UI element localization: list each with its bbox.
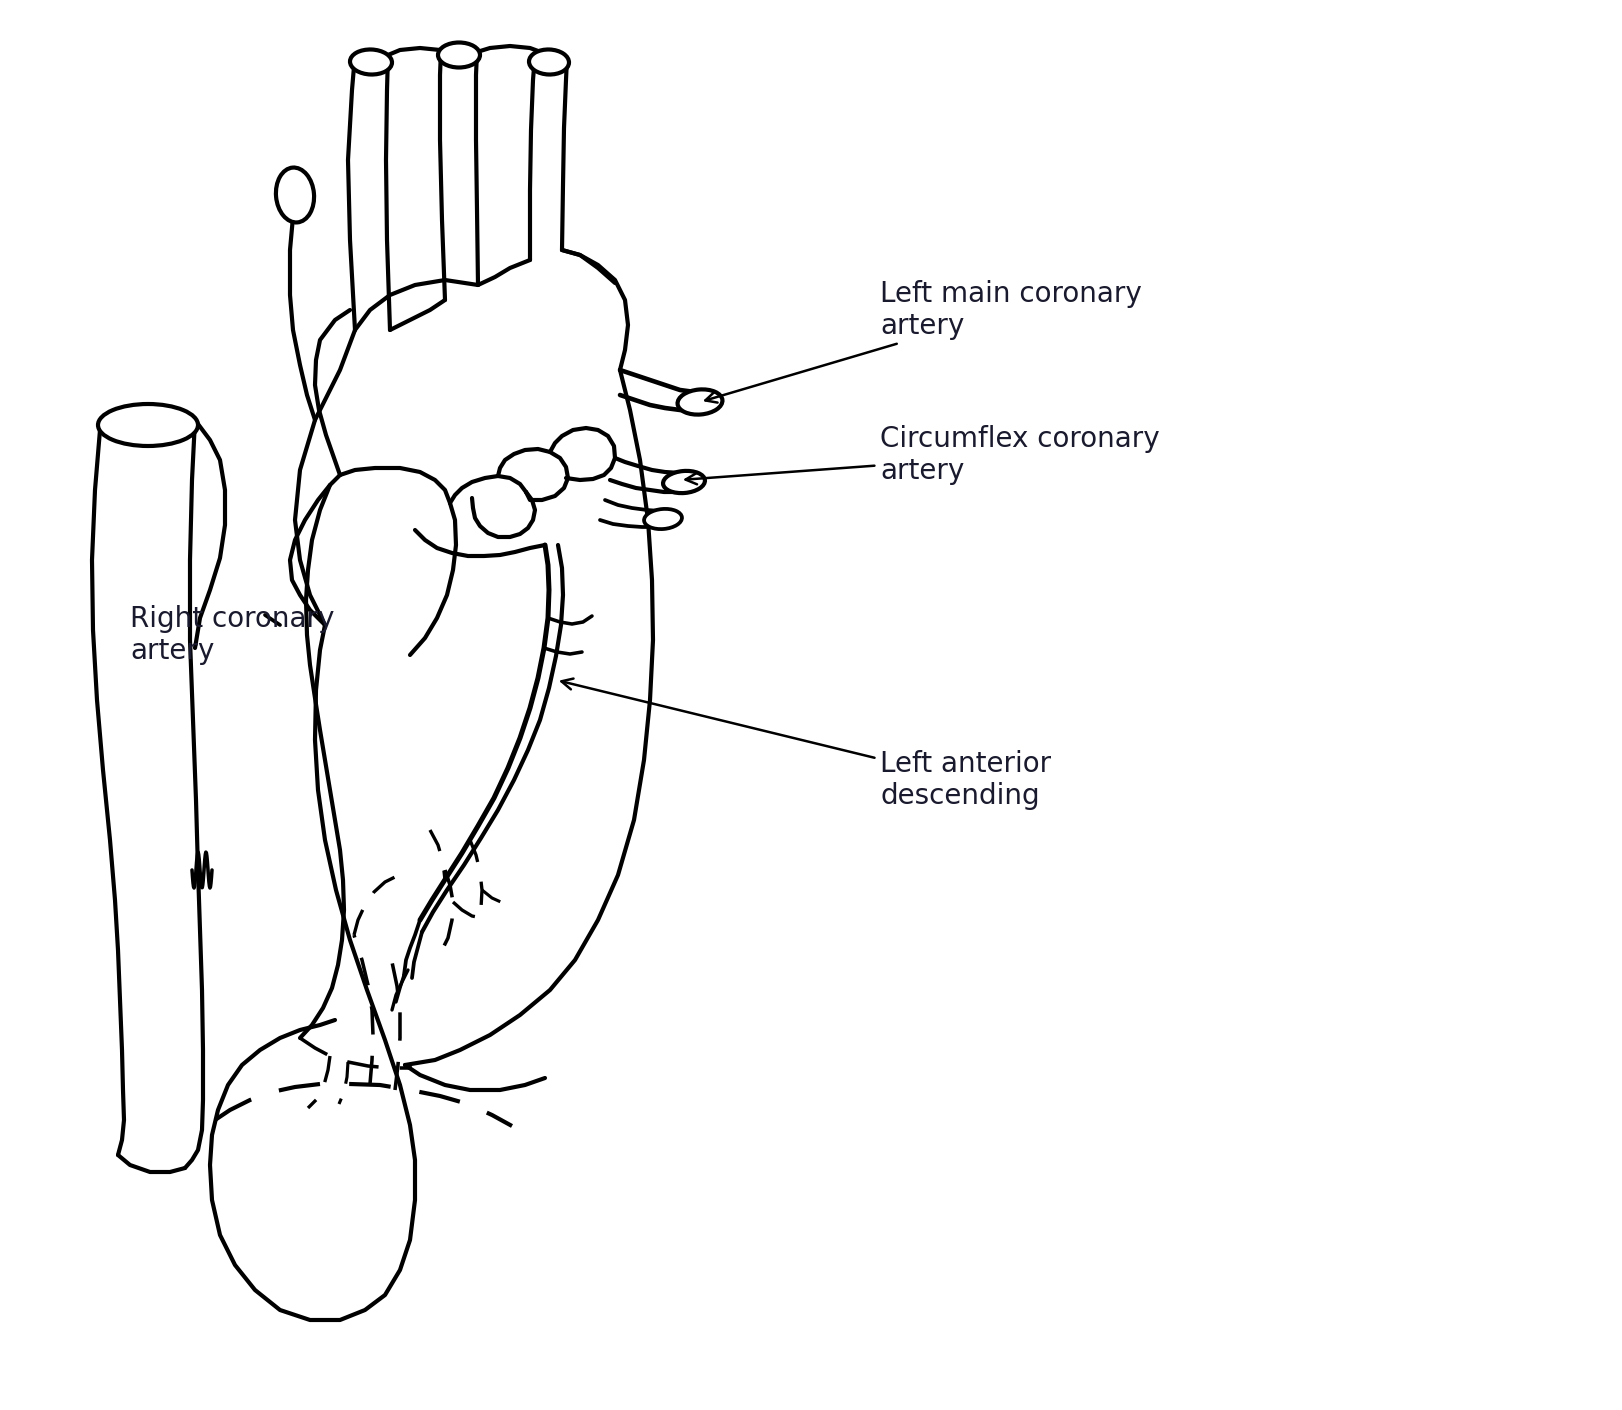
Ellipse shape [678,389,722,415]
Ellipse shape [97,405,198,446]
Ellipse shape [529,49,569,75]
Ellipse shape [350,49,393,75]
Text: Right coronary
artery: Right coronary artery [130,605,334,666]
Ellipse shape [276,168,315,223]
Text: Left main coronary
artery: Left main coronary artery [706,279,1142,403]
Ellipse shape [663,471,706,494]
Text: Circumflex coronary
artery: Circumflex coronary artery [686,424,1160,485]
Ellipse shape [438,42,480,68]
Text: Left anterior
descending: Left anterior descending [561,678,1051,811]
Ellipse shape [644,509,681,529]
